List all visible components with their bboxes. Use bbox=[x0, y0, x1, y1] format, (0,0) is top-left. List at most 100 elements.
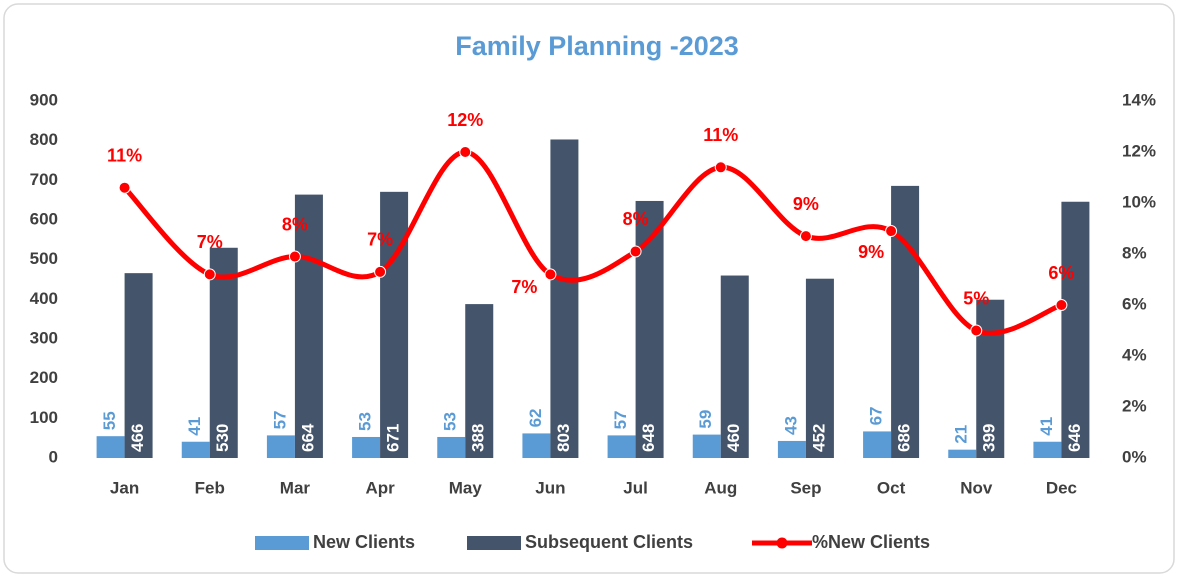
data-label: 57 bbox=[270, 410, 289, 429]
data-label: 460 bbox=[724, 424, 743, 452]
line-marker bbox=[118, 181, 131, 194]
legend-swatch bbox=[255, 536, 309, 550]
data-label: 57 bbox=[611, 410, 630, 429]
data-label: 5% bbox=[963, 288, 989, 308]
line-marker bbox=[459, 146, 472, 158]
data-label: 41 bbox=[185, 417, 204, 436]
bar bbox=[550, 139, 579, 458]
legend-label: Subsequent Clients bbox=[525, 532, 693, 552]
data-label: 62 bbox=[526, 408, 545, 427]
data-label: 7% bbox=[511, 277, 537, 297]
y-tick-label: 500 bbox=[30, 249, 58, 268]
x-tick-label: Feb bbox=[195, 478, 225, 497]
y-tick-label: 600 bbox=[30, 209, 58, 228]
bar bbox=[607, 435, 636, 458]
data-label: 466 bbox=[128, 424, 147, 452]
bar bbox=[96, 436, 125, 458]
chart-border bbox=[3, 3, 1175, 574]
data-label: 53 bbox=[441, 412, 460, 431]
line-marker bbox=[629, 245, 642, 258]
data-label: 9% bbox=[793, 194, 819, 214]
data-label: 686 bbox=[895, 424, 914, 452]
x-tick-label: Oct bbox=[877, 478, 906, 497]
data-label: 388 bbox=[469, 424, 488, 452]
line-marker bbox=[1055, 299, 1068, 311]
data-label: 53 bbox=[356, 412, 375, 431]
bar bbox=[805, 278, 834, 458]
x-tick-label: Mar bbox=[280, 478, 311, 497]
bar bbox=[266, 435, 295, 458]
data-label: 43 bbox=[781, 416, 800, 435]
x-tick-label: Jul bbox=[623, 478, 648, 497]
bar bbox=[380, 191, 409, 458]
chart-title: Family Planning -2023 bbox=[455, 31, 739, 61]
data-label: 452 bbox=[809, 424, 828, 452]
y-tick-label: 300 bbox=[30, 328, 58, 347]
data-label: 8% bbox=[282, 214, 308, 234]
data-label: 671 bbox=[384, 424, 403, 452]
data-label: 8% bbox=[623, 209, 649, 229]
y-tick-label: 700 bbox=[30, 170, 58, 189]
x-tick-label: Jan bbox=[110, 478, 139, 497]
bar bbox=[522, 433, 551, 458]
data-label: 59 bbox=[696, 410, 715, 429]
legend-swatch bbox=[776, 537, 788, 549]
bar bbox=[720, 275, 749, 458]
y2-tick-label: 8% bbox=[1122, 243, 1147, 262]
y-tick-label: 800 bbox=[30, 130, 58, 149]
y2-tick-label: 6% bbox=[1122, 294, 1147, 313]
data-label: 11% bbox=[107, 145, 142, 165]
bar bbox=[124, 273, 153, 458]
bar bbox=[437, 436, 466, 458]
data-label: 12% bbox=[447, 110, 483, 130]
bar bbox=[209, 247, 238, 458]
data-label: 7% bbox=[367, 230, 393, 250]
line-marker bbox=[799, 230, 812, 243]
y-tick-label: 400 bbox=[30, 289, 58, 308]
bar bbox=[863, 431, 892, 458]
bar bbox=[777, 440, 806, 458]
bar bbox=[948, 449, 977, 458]
data-label: 21 bbox=[952, 425, 971, 444]
y-tick-label: 200 bbox=[30, 368, 58, 387]
y2-tick-label: 10% bbox=[1122, 192, 1156, 211]
bar bbox=[976, 299, 1005, 458]
bar bbox=[635, 200, 664, 458]
y2-tick-label: 14% bbox=[1122, 90, 1156, 109]
x-tick-label: Sep bbox=[790, 478, 821, 497]
y2-tick-label: 0% bbox=[1122, 447, 1147, 466]
data-label: 648 bbox=[639, 424, 658, 452]
data-label: 399 bbox=[980, 424, 999, 452]
data-label: 530 bbox=[213, 424, 232, 452]
bar bbox=[181, 441, 210, 458]
bar bbox=[891, 185, 920, 459]
bar bbox=[1033, 441, 1062, 458]
line-marker bbox=[288, 250, 301, 263]
x-tick-label: Apr bbox=[365, 478, 395, 497]
line-marker bbox=[544, 268, 557, 281]
legend-label: New Clients bbox=[313, 532, 415, 552]
data-label: 9% bbox=[858, 242, 884, 262]
x-tick-label: May bbox=[449, 478, 483, 497]
bar bbox=[1061, 201, 1090, 458]
line-marker bbox=[885, 225, 898, 238]
data-label: 41 bbox=[1037, 417, 1056, 436]
y2-tick-label: 12% bbox=[1122, 141, 1156, 160]
data-label: 646 bbox=[1065, 424, 1084, 452]
line-marker bbox=[203, 268, 216, 281]
y2-tick-label: 4% bbox=[1122, 345, 1147, 364]
data-label: 7% bbox=[197, 232, 223, 252]
data-label: 803 bbox=[554, 424, 573, 452]
y2-tick-label: 2% bbox=[1122, 396, 1147, 415]
line-marker bbox=[714, 161, 727, 174]
data-label: 67 bbox=[867, 407, 886, 426]
bar bbox=[692, 434, 721, 458]
data-label: 11% bbox=[703, 125, 738, 145]
x-tick-label: Jun bbox=[535, 478, 565, 497]
line-marker bbox=[374, 265, 387, 278]
bar bbox=[294, 194, 323, 458]
y-tick-label: 100 bbox=[30, 408, 58, 427]
y-tick-label: 0 bbox=[49, 447, 58, 466]
bar bbox=[352, 436, 381, 458]
